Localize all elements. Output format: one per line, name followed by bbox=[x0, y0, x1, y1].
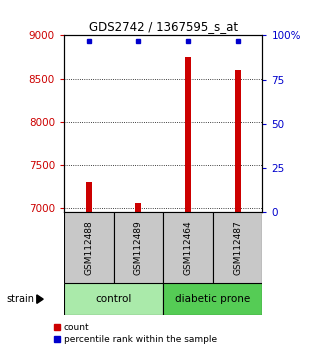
Text: diabetic prone: diabetic prone bbox=[175, 294, 251, 304]
Bar bbox=[114, 212, 163, 283]
Bar bbox=[163, 212, 213, 283]
Text: strain: strain bbox=[6, 294, 35, 304]
Bar bbox=[213, 212, 262, 283]
Bar bbox=[64, 212, 114, 283]
Text: GSM112488: GSM112488 bbox=[84, 221, 93, 275]
Text: GSM112489: GSM112489 bbox=[134, 221, 143, 275]
Bar bbox=[235, 70, 241, 212]
Legend: count, percentile rank within the sample: count, percentile rank within the sample bbox=[49, 320, 220, 348]
Text: GSM112464: GSM112464 bbox=[183, 221, 193, 275]
Bar bbox=[86, 182, 92, 212]
Title: GDS2742 / 1367595_s_at: GDS2742 / 1367595_s_at bbox=[89, 20, 238, 33]
Bar bbox=[64, 283, 163, 315]
Polygon shape bbox=[37, 295, 43, 303]
Text: control: control bbox=[95, 294, 132, 304]
Bar bbox=[163, 283, 262, 315]
Bar bbox=[135, 203, 141, 212]
Text: GSM112487: GSM112487 bbox=[233, 221, 242, 275]
Bar bbox=[185, 57, 191, 212]
